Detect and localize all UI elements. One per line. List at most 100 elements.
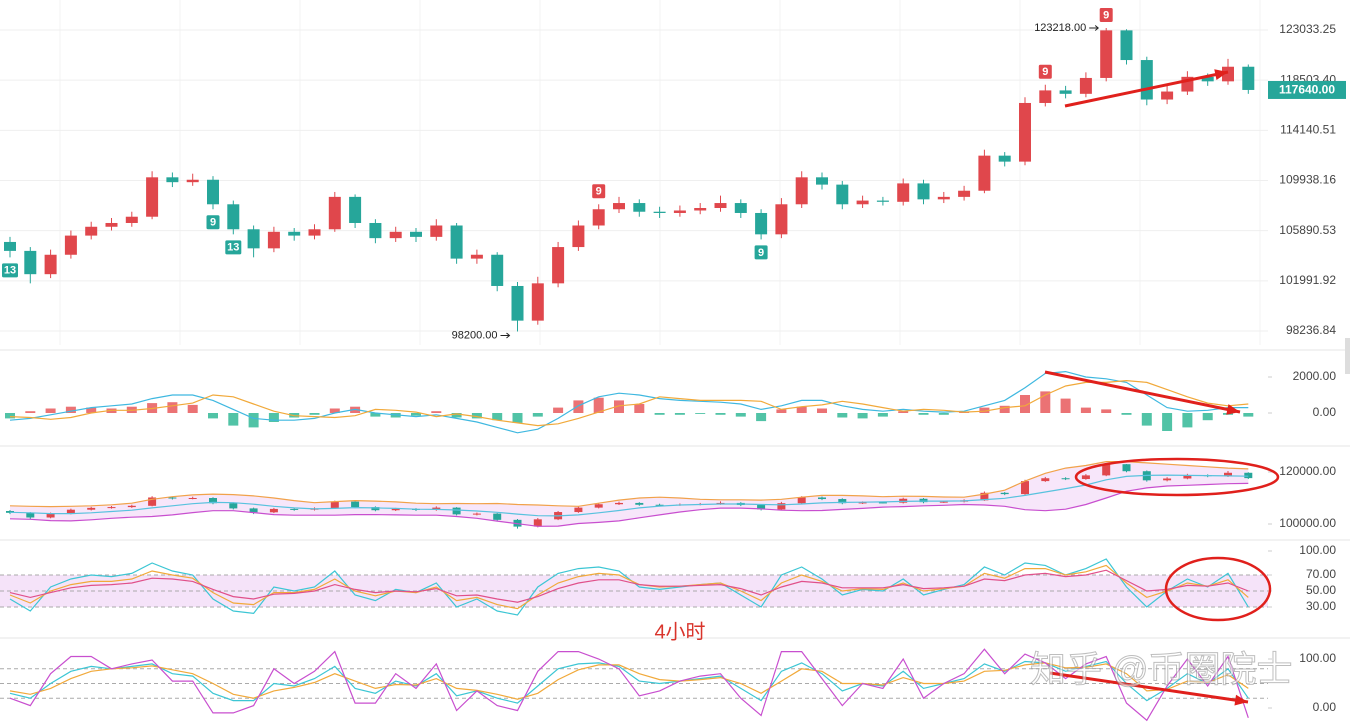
macd-bar bbox=[309, 413, 320, 415]
trend-arrow bbox=[1064, 70, 1229, 108]
macd-bar bbox=[1040, 391, 1051, 413]
macd-bar bbox=[674, 413, 685, 415]
candle-body bbox=[856, 200, 869, 205]
macd-bar bbox=[492, 413, 503, 421]
y-tick-label: 114140.51 bbox=[1280, 123, 1336, 137]
candle-body bbox=[371, 507, 380, 511]
macd-bar bbox=[877, 413, 888, 417]
trend-arrow-head bbox=[1234, 694, 1248, 706]
candle-body bbox=[64, 235, 77, 255]
macd-bar bbox=[593, 397, 604, 413]
candle-body bbox=[714, 203, 727, 209]
macd-bar bbox=[411, 413, 421, 416]
annotation-arrow bbox=[500, 332, 511, 339]
candle-body bbox=[26, 512, 35, 518]
candle-body bbox=[168, 497, 177, 499]
macd-bar bbox=[979, 407, 990, 413]
macd-bar bbox=[817, 408, 827, 413]
macd-bar bbox=[1243, 413, 1254, 417]
candle-body bbox=[998, 155, 1011, 162]
macd-bar bbox=[431, 411, 442, 413]
macd-bar bbox=[167, 402, 178, 413]
macd-bar bbox=[898, 411, 909, 413]
candle-body bbox=[1079, 77, 1092, 94]
indicator-line bbox=[9, 569, 1249, 603]
candle-body bbox=[1201, 76, 1214, 82]
candle-body bbox=[757, 505, 766, 510]
td-marker bbox=[1038, 64, 1052, 79]
y-tick-label: 109938.16 bbox=[1279, 173, 1336, 187]
price-annotation: 123218.00 bbox=[1034, 22, 1086, 34]
td-marker-label: 9 bbox=[596, 186, 602, 198]
td-marker-label: 9 bbox=[210, 217, 216, 229]
scroll-handle[interactable] bbox=[1345, 338, 1350, 374]
td-marker-label: 13 bbox=[4, 265, 16, 277]
macd-bar bbox=[837, 413, 848, 418]
last-price-badge bbox=[1268, 80, 1346, 99]
candle-body bbox=[450, 225, 463, 259]
candle-body bbox=[533, 519, 542, 527]
candle-body bbox=[4, 241, 16, 251]
candle-body bbox=[125, 216, 138, 223]
macd-bar bbox=[654, 413, 665, 415]
candle-body bbox=[838, 499, 847, 504]
candle-body bbox=[777, 503, 786, 510]
candle-body bbox=[24, 250, 37, 275]
td-marker-label: 9 bbox=[1103, 9, 1109, 21]
candle-body bbox=[107, 507, 116, 509]
candle-body bbox=[290, 508, 299, 510]
candle-body bbox=[694, 208, 707, 211]
candle-body bbox=[594, 504, 603, 508]
candle-body bbox=[795, 177, 808, 205]
candle-body bbox=[472, 513, 481, 515]
candle-body bbox=[818, 497, 826, 500]
candle-body bbox=[127, 505, 136, 508]
macd-bar bbox=[1182, 413, 1193, 428]
td-marker bbox=[592, 184, 606, 199]
candle-body bbox=[552, 247, 565, 284]
candle-body bbox=[247, 229, 260, 249]
macd-bar bbox=[187, 404, 198, 413]
candle-body bbox=[1244, 472, 1253, 479]
candle-body bbox=[876, 200, 889, 202]
trend-arrow bbox=[1049, 671, 1249, 704]
candle-body bbox=[229, 503, 238, 509]
indicator-line bbox=[9, 648, 1249, 722]
macd-bar bbox=[471, 413, 482, 419]
macd-bar bbox=[999, 405, 1010, 413]
macd-bar bbox=[1060, 398, 1071, 413]
candle-body bbox=[1120, 30, 1133, 61]
candle-body bbox=[653, 211, 666, 213]
macd-bar bbox=[1121, 413, 1132, 415]
macd-bar bbox=[25, 411, 36, 413]
indicator-line bbox=[9, 461, 1249, 508]
macd-bar bbox=[573, 400, 584, 413]
candle-body bbox=[574, 507, 583, 513]
candle-body bbox=[430, 225, 443, 237]
candle-body bbox=[209, 498, 217, 504]
macd-bar bbox=[857, 413, 868, 419]
candle-body bbox=[188, 498, 197, 499]
candle-body bbox=[166, 177, 179, 183]
macd-bar bbox=[715, 413, 726, 415]
candle-body bbox=[858, 502, 867, 504]
macd-bar bbox=[735, 413, 746, 417]
candle-body bbox=[470, 254, 483, 259]
candle-body bbox=[1122, 464, 1131, 472]
candle-body bbox=[655, 504, 664, 506]
candle-body bbox=[66, 509, 75, 514]
candle-body bbox=[349, 196, 362, 223]
td-marker bbox=[225, 240, 242, 255]
macd-bar bbox=[796, 406, 807, 413]
candle-body bbox=[249, 508, 258, 513]
macd-bar bbox=[1020, 395, 1030, 413]
td-marker bbox=[754, 245, 768, 260]
trend-arrow-head bbox=[1226, 404, 1240, 415]
macd-bar bbox=[553, 407, 564, 413]
candle-body bbox=[1242, 66, 1255, 90]
background bbox=[0, 338, 1350, 639]
y-tick-label: 100000.00 bbox=[1279, 516, 1336, 530]
td-marker bbox=[206, 215, 220, 230]
macd-bar bbox=[532, 413, 543, 417]
